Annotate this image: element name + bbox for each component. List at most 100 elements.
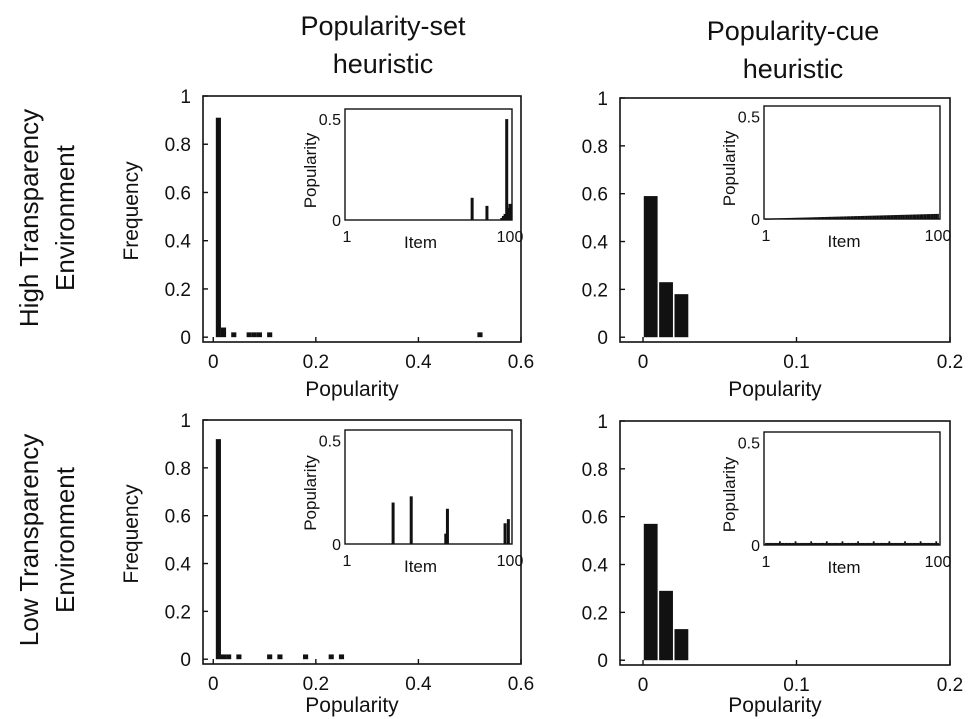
inset-bar xyxy=(808,217,811,219)
x-axis-label: Popularity xyxy=(305,378,399,401)
histogram-bar xyxy=(220,327,227,338)
x-axis-label: Popularity xyxy=(728,378,822,401)
inset-y-axis-label: Popularity xyxy=(301,132,320,208)
inset-bar xyxy=(445,508,449,544)
inset-bar xyxy=(766,218,769,220)
inset-bar xyxy=(506,207,510,220)
y-tick-label: 0.4 xyxy=(165,232,192,253)
inset-bar xyxy=(817,542,820,545)
histogram-bar xyxy=(477,332,483,338)
inset-bar xyxy=(805,217,807,219)
inset-bar xyxy=(470,197,474,220)
row-title-high-transparency: High Transparency Environment xyxy=(14,109,80,327)
inset-x-axis-label: Item xyxy=(404,557,437,576)
row-title-line-1: Low Transparency xyxy=(14,434,44,646)
inset-bar xyxy=(909,214,912,219)
inset-bar xyxy=(818,217,821,219)
inset-bar xyxy=(935,213,938,219)
histogram-bar xyxy=(236,654,242,660)
inset-y-tick-label: 0 xyxy=(332,537,341,554)
x-tick-label: 0 xyxy=(638,352,649,373)
row-title-line-2: Environment xyxy=(50,466,80,613)
inset-bar xyxy=(838,542,840,545)
inset-bar xyxy=(858,216,861,219)
inset-bar xyxy=(796,542,799,545)
inset-bar xyxy=(789,217,792,220)
y-tick-label: 0.8 xyxy=(165,135,191,156)
inset-bar xyxy=(883,215,886,219)
inset-bar xyxy=(884,542,887,545)
inset-bar xyxy=(805,542,807,545)
x-tick-label: 0.1 xyxy=(783,675,809,696)
inset-bar xyxy=(897,214,899,219)
inset-bar xyxy=(888,215,891,219)
y-tick-label: 1 xyxy=(180,411,191,432)
inset-bar xyxy=(865,215,868,219)
inset-bar xyxy=(921,542,924,545)
inset-bar xyxy=(839,542,842,545)
x-tick-label: 0 xyxy=(208,352,219,373)
inset-bar xyxy=(810,541,813,545)
inset-bar xyxy=(782,542,785,545)
inset-bar xyxy=(822,542,825,545)
inset-bar xyxy=(937,213,939,219)
inset-bar xyxy=(923,214,926,219)
y-axis-label: Frequency xyxy=(120,484,143,584)
inset-bar xyxy=(851,216,854,219)
inset-plot: 0 0.5 1 100 Item Popularity xyxy=(301,108,523,252)
y-tick-label: 0.6 xyxy=(165,183,191,204)
inset-bar xyxy=(857,541,859,545)
histogram-bar xyxy=(215,117,221,338)
inset-x-tick-label: 100 xyxy=(925,554,952,571)
inset-bar xyxy=(916,542,919,545)
inset-bar xyxy=(791,542,793,545)
inset-bar xyxy=(937,542,939,545)
inset-bar xyxy=(884,215,887,219)
inset-bar xyxy=(770,542,773,545)
x-axis-label: Popularity xyxy=(728,694,822,717)
inset-bar xyxy=(834,542,837,545)
histogram-bar xyxy=(251,332,257,338)
inset-x-tick-label: 1 xyxy=(343,229,352,246)
inset-bar xyxy=(798,217,800,219)
inset-bar xyxy=(917,214,920,219)
inset-bar xyxy=(876,542,879,545)
x-tick-label: 0.4 xyxy=(405,674,432,695)
y-tick-label: 0.2 xyxy=(582,280,608,301)
y-tick-label: 0.8 xyxy=(165,459,191,480)
inset-bar xyxy=(787,217,790,220)
inset-plot: 0 0.5 1 100 Item Popularity xyxy=(720,431,952,577)
inset-bar xyxy=(890,542,892,545)
inset-bar xyxy=(778,218,781,220)
y-tick-label: 0.6 xyxy=(165,507,191,528)
inset-bar xyxy=(855,216,858,219)
inset-bar xyxy=(858,542,861,545)
inset-bar xyxy=(827,216,830,219)
inset-bar xyxy=(818,542,821,545)
inset-bar xyxy=(872,541,875,545)
inset-bar xyxy=(928,214,931,219)
inset-bar xyxy=(806,217,809,219)
inset-bar xyxy=(928,542,931,545)
inset-bar xyxy=(893,215,896,219)
inset-bar xyxy=(796,217,799,219)
inset-bar xyxy=(893,542,896,545)
histogram-bar xyxy=(328,654,334,660)
inset-bar xyxy=(391,502,395,544)
inset-bar xyxy=(897,542,899,545)
histogram-bar xyxy=(659,590,673,661)
inset-x-axis-label: Item xyxy=(404,233,437,252)
panel-high-popularity-cue: 0 0.1 0.2 0 0.2 0.4 0.6 0.8 1 Popularity 0 0.5 1 100 I… xyxy=(582,89,964,401)
inset-bar xyxy=(444,533,448,544)
panel-low-popularity-cue: 0 0.1 0.2 0 0.2 0.4 0.6 0.8 1 Popularity 0 0.5 1 100 I… xyxy=(582,412,964,717)
y-tick-label: 1 xyxy=(180,87,191,108)
inset-y-tick-label: 0 xyxy=(751,538,760,555)
inset-bar xyxy=(878,215,880,219)
inset-bar xyxy=(813,217,816,219)
y-tick-label: 0.8 xyxy=(582,137,608,158)
inset-bar xyxy=(864,215,866,219)
inset-bar xyxy=(865,542,868,545)
inset-bar xyxy=(871,215,873,219)
inset-bar xyxy=(881,215,884,219)
